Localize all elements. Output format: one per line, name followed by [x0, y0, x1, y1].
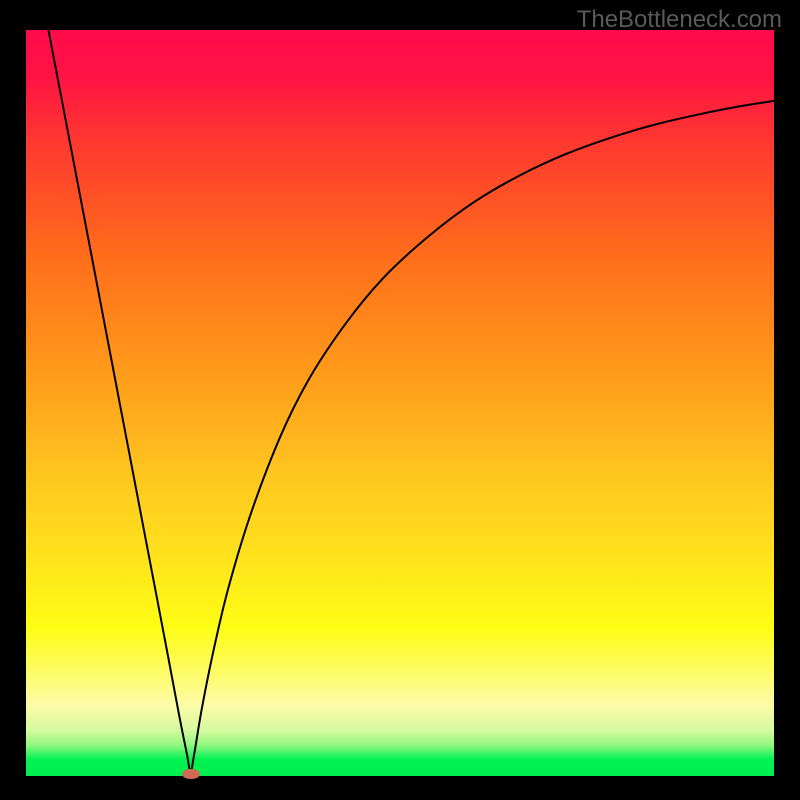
chart-container: TheBottleneck.com: [0, 0, 800, 800]
curve-layer: [26, 30, 774, 776]
plot-area: [26, 30, 774, 776]
min-marker: [182, 769, 200, 779]
bottleneck-curve: [48, 30, 774, 772]
